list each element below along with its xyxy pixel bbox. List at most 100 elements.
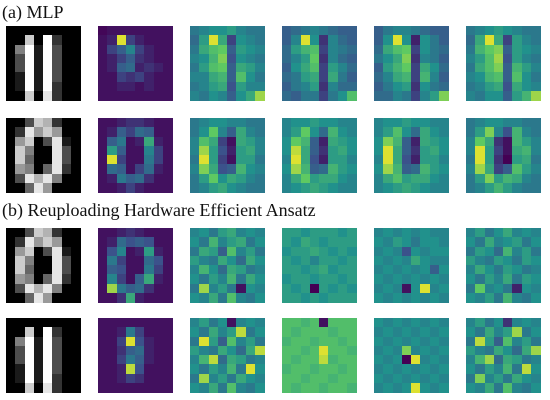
pixel-cell [346, 265, 357, 275]
pixel-cell [24, 318, 35, 328]
pixel-cell [24, 336, 35, 347]
pixel-cell [429, 364, 440, 374]
pixel-cell [319, 164, 329, 174]
pixel-cell [493, 237, 504, 247]
pixel-cell [43, 274, 53, 284]
pixel-cell [199, 228, 209, 238]
pixel-cell [245, 164, 256, 174]
pixel-cell [227, 364, 237, 374]
pixel-cell [337, 364, 348, 374]
pixel-cell [227, 355, 237, 365]
pixel-cell [162, 63, 173, 73]
pixel-cell [98, 26, 108, 36]
pixel-cell [530, 246, 541, 257]
pixel-cell [383, 90, 393, 101]
pixel-cell [6, 44, 16, 55]
pixel-cell [512, 364, 522, 374]
pixel-cell [144, 336, 154, 347]
pixel-cell [135, 72, 145, 82]
pixel-cell [429, 155, 440, 165]
pixel-cell [162, 255, 173, 266]
pixel-cell [227, 81, 237, 92]
pixel-cell [401, 63, 412, 73]
pixel-cell [512, 292, 522, 303]
pixel-cell [199, 318, 209, 328]
pixel-cell [245, 345, 256, 356]
pixel-cell [98, 246, 108, 257]
pixel-cell [107, 173, 117, 184]
pixel-cell [319, 318, 329, 328]
pixel-cell [98, 355, 108, 365]
pixel-cell [438, 81, 449, 92]
pixel-cell [107, 382, 117, 393]
pixel-cell [309, 145, 320, 156]
pixel-cell [383, 292, 393, 303]
pixel-cell [392, 81, 403, 92]
pixel-cell [291, 265, 301, 275]
pixel-cell [438, 26, 449, 36]
pixel-cell [153, 145, 164, 156]
pixel-cell [33, 118, 44, 128]
pixel-cell [245, 373, 256, 384]
pixel-cell [521, 136, 532, 147]
pixel-cell [15, 228, 25, 238]
pixel-cell [15, 26, 25, 36]
pixel-cell [190, 255, 200, 266]
pixel-cell [374, 182, 384, 193]
pixel-cell [300, 53, 311, 64]
pixel-cell [328, 355, 338, 365]
pixel-cell [6, 274, 16, 284]
pixel-cell [144, 136, 154, 147]
pixel-cell [15, 81, 25, 92]
pixel-cell [6, 72, 16, 82]
pixel-cell [337, 237, 348, 247]
pixel-cell [125, 364, 136, 374]
pixel-cell [43, 145, 53, 156]
pixel-cell [475, 182, 485, 193]
pixel-cell [401, 53, 412, 64]
pixel-cell [61, 173, 72, 184]
pixel-cell [512, 318, 522, 328]
pixel-cell [383, 355, 393, 365]
pixel-cell [530, 72, 541, 82]
pixel-cell [24, 90, 35, 101]
pixel-cell [530, 237, 541, 247]
pixel-cell [328, 90, 338, 101]
pixel-cell [475, 382, 485, 393]
pixel-cell [15, 118, 25, 128]
pixel-cell [236, 228, 246, 238]
pixel-cell [374, 292, 384, 303]
pixel-cell [530, 364, 541, 374]
pixel-cell [401, 364, 412, 374]
pixel-cell [429, 136, 440, 147]
pixel-cell [190, 35, 200, 45]
pixel-cell [153, 81, 164, 92]
pixel-cell [530, 292, 541, 303]
pixel-cell [15, 382, 25, 393]
pixel-cell [190, 327, 200, 337]
pixel-cell [346, 26, 357, 36]
pixel-cell [484, 274, 495, 284]
pixel-cell [236, 336, 246, 347]
pixel-cell [392, 318, 403, 328]
pixel-cell [374, 373, 384, 384]
pixel-cell [300, 327, 311, 337]
pixel-cell [420, 136, 430, 147]
pixel-cell [116, 90, 127, 101]
pixel-cell [98, 136, 108, 147]
pixel-cell [429, 127, 440, 137]
pixel-cell [190, 382, 200, 393]
pixel-cell [162, 182, 173, 193]
pixel-cell [254, 145, 265, 156]
pixel-cell [420, 237, 430, 247]
pixel-cell [300, 355, 311, 365]
pixel-cell [438, 145, 449, 156]
pixel-cell [282, 318, 292, 328]
pixel-cell [254, 265, 265, 275]
pixel-cell [190, 274, 200, 284]
pixel-cell [107, 155, 117, 165]
pixel-cell [43, 173, 53, 184]
pixel-cell [70, 118, 81, 128]
feature-map [466, 318, 541, 393]
pixel-cell [227, 373, 237, 384]
